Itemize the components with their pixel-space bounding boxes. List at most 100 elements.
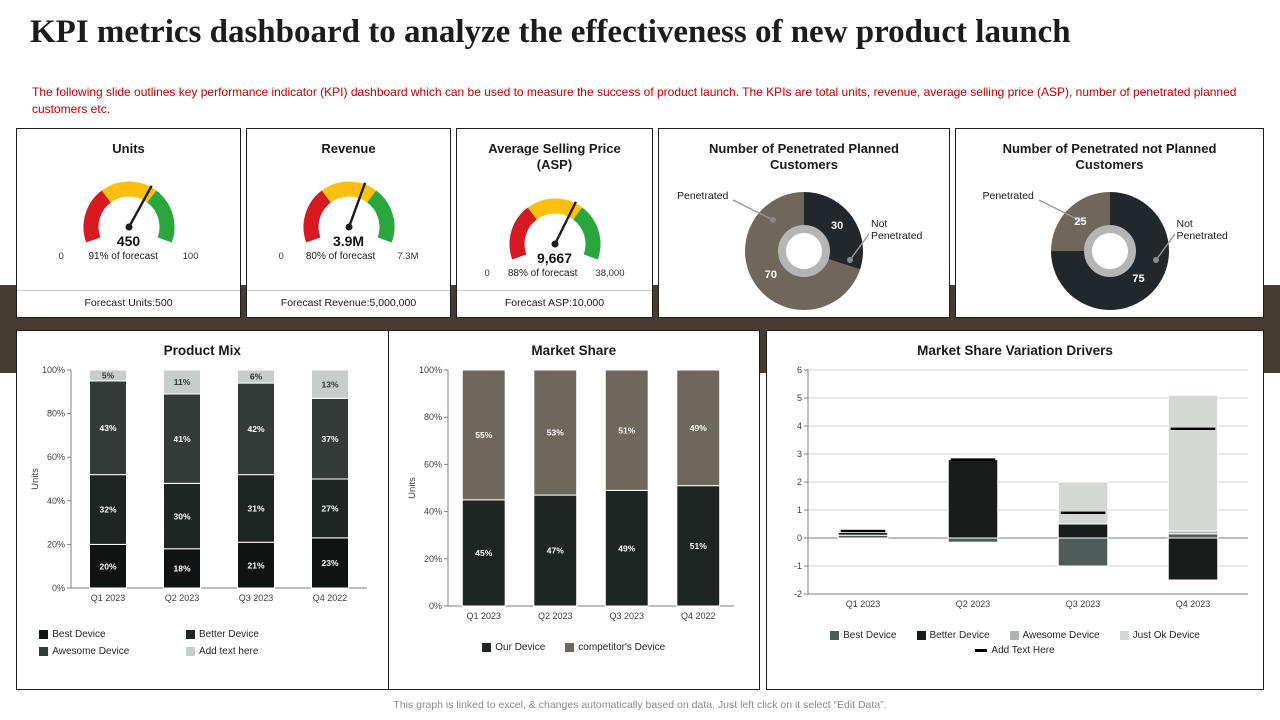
- kpi-card-penetrated-not-planned: Number of Penetrated not Planned Custome…: [955, 128, 1264, 318]
- market-share-legend: Our Device competitor's Device: [472, 640, 675, 655]
- svg-text:40%: 40%: [424, 507, 442, 517]
- svg-text:Q3 2023: Q3 2023: [609, 611, 644, 621]
- gauge-forecast: Forecast Revenue:5,000,000: [247, 290, 450, 317]
- legend-item: Awesome Device: [1009, 630, 1100, 641]
- callout-not-penetrated: Not Penetrated: [1176, 217, 1228, 243]
- svg-text:Q4 2023: Q4 2023: [1176, 599, 1211, 609]
- market-share-chart: 0% 20% 40% 60% 80% 100% 45% 55% Q1 2023 47% 53% Q2 …: [407, 365, 734, 621]
- legend-item: Better Device: [185, 629, 333, 640]
- kpi-row: Units 450 0 91% of forecast 100 Forecast…: [16, 128, 1264, 318]
- svg-text:-1: -1: [794, 561, 802, 571]
- donut-value: 25: [1074, 215, 1087, 228]
- svg-text:45%: 45%: [475, 548, 492, 558]
- svg-text:40%: 40%: [47, 496, 65, 506]
- svg-text:53%: 53%: [546, 428, 563, 438]
- svg-text:23%: 23%: [322, 558, 339, 568]
- svg-text:31%: 31%: [248, 504, 265, 514]
- svg-text:18%: 18%: [174, 564, 191, 574]
- chart-title: Market Share: [531, 343, 617, 358]
- gauge-forecast: Forecast Units:500: [17, 290, 240, 317]
- kpi-card-title: Number of Penetrated not Planned Custome…: [1002, 141, 1217, 173]
- svg-text:42%: 42%: [248, 424, 265, 434]
- svg-text:49%: 49%: [689, 423, 706, 433]
- svg-text:Q2 2023: Q2 2023: [538, 611, 573, 621]
- legend-swatch: [482, 643, 492, 652]
- callout-not-penetrated: Not Penetrated: [871, 217, 923, 243]
- footer-note: This graph is linked to excel, & changes…: [393, 699, 887, 711]
- page-title: KPI metrics dashboard to analyze the eff…: [30, 14, 1071, 50]
- svg-text:20%: 20%: [47, 539, 65, 549]
- kpi-card-title: Number of Penetrated Planned Customers: [709, 141, 899, 173]
- svg-text:Q1 2023: Q1 2023: [846, 599, 881, 609]
- legend-item: Just Ok Device: [1119, 630, 1200, 641]
- donut-value: 30: [831, 220, 844, 233]
- svg-text:100%: 100%: [42, 365, 65, 375]
- chart-title: Product Mix: [163, 343, 241, 358]
- gauge-max: 100: [182, 251, 199, 263]
- leader-lines: [1038, 198, 1176, 263]
- units-gauge-chart: [83, 181, 174, 243]
- svg-text:41%: 41%: [174, 434, 191, 444]
- svg-text:5: 5: [797, 393, 802, 403]
- revenue-gauge-chart: [303, 181, 394, 243]
- donut-chart-planned: Penetrated Not Penetrated 30 70: [669, 176, 939, 318]
- donut-value: 70: [764, 268, 777, 281]
- svg-text:6%: 6%: [250, 372, 263, 382]
- legend-dash-swatch: [975, 649, 988, 652]
- subtitle: The following slide outlines key perform…: [32, 85, 1237, 116]
- svg-text:-2: -2: [794, 589, 802, 599]
- svg-text:80%: 80%: [424, 412, 442, 422]
- svg-text:51%: 51%: [618, 425, 635, 435]
- svg-text:0: 0: [797, 533, 802, 543]
- gauge-value: 450: [116, 233, 141, 250]
- product-mix-chart: 0% 20% 40% 60% 80% 100% 20% 32% 43% 5% Q1 2023 18% 3…: [30, 365, 368, 603]
- kpi-card-penetrated-planned: Number of Penetrated Planned Customers P…: [658, 128, 950, 318]
- donut-value: 75: [1132, 273, 1145, 286]
- svg-text:Units: Units: [407, 477, 418, 499]
- gauge-scale: 0 88% of forecast 38,000: [485, 268, 625, 279]
- gauge-scale: 0 80% of forecast 7.3M: [279, 251, 419, 262]
- svg-text:Units: Units: [30, 468, 41, 490]
- legend-item: Better Device: [916, 630, 990, 641]
- gauge-value: 9,667: [536, 249, 573, 266]
- gauge-forecast: Forecast ASP:10,000: [457, 290, 652, 317]
- legend-swatch: [39, 647, 49, 656]
- asp-gauge-chart: [509, 198, 600, 260]
- svg-text:Q4 2022: Q4 2022: [313, 593, 348, 603]
- kpi-card-title: Revenue: [321, 141, 376, 156]
- svg-text:21%: 21%: [248, 560, 265, 570]
- svg-text:27%: 27%: [322, 504, 339, 514]
- donut-hole: [778, 224, 830, 277]
- svg-text:20%: 20%: [100, 561, 117, 571]
- callout-penetrated: Penetrated: [982, 189, 1034, 202]
- legend-swatch: [916, 631, 926, 640]
- svg-text:20%: 20%: [424, 554, 442, 564]
- legend-item: Add text here: [185, 646, 333, 657]
- donut-chart-not-planned: Penetrated Not Penetrated 75 25: [975, 176, 1245, 318]
- svg-text:6: 6: [797, 365, 802, 375]
- svg-text:1: 1: [797, 505, 802, 515]
- gauge-pct-label: 80% of forecast: [305, 251, 376, 263]
- legend-swatch: [565, 643, 575, 652]
- svg-text:Q1 2023: Q1 2023: [466, 611, 501, 621]
- legend-item: Awesome Device: [39, 646, 186, 657]
- gauge-min: 0: [484, 267, 490, 279]
- svg-text:Q3 2023: Q3 2023: [239, 593, 274, 603]
- kpi-card-title: Units: [112, 141, 145, 156]
- svg-text:0%: 0%: [429, 601, 442, 611]
- svg-text:43%: 43%: [100, 423, 117, 433]
- kpi-card-title: Average Selling Price (ASP): [488, 141, 621, 173]
- gauge-pct-label: 91% of forecast: [88, 251, 158, 263]
- svg-text:3: 3: [797, 449, 802, 459]
- variation-drivers-legend: Best Device Better Device Awesome Device Ju…: [800, 628, 1230, 658]
- svg-text:49%: 49%: [618, 543, 635, 553]
- product-mix-panel: Product Mix 0% 20% 40% 60% 80% 100% 20% 32% 43% 5…: [17, 331, 388, 689]
- gauge-pct-label: 88% of forecast: [507, 267, 578, 279]
- svg-text:60%: 60%: [424, 459, 442, 469]
- kpi-card-units: Units 450 0 91% of forecast 100 Forecast…: [16, 128, 241, 318]
- svg-text:Q1 2023: Q1 2023: [91, 593, 126, 603]
- svg-text:11%: 11%: [174, 377, 191, 387]
- donut-hole: [1083, 224, 1136, 277]
- svg-text:32%: 32%: [100, 505, 117, 515]
